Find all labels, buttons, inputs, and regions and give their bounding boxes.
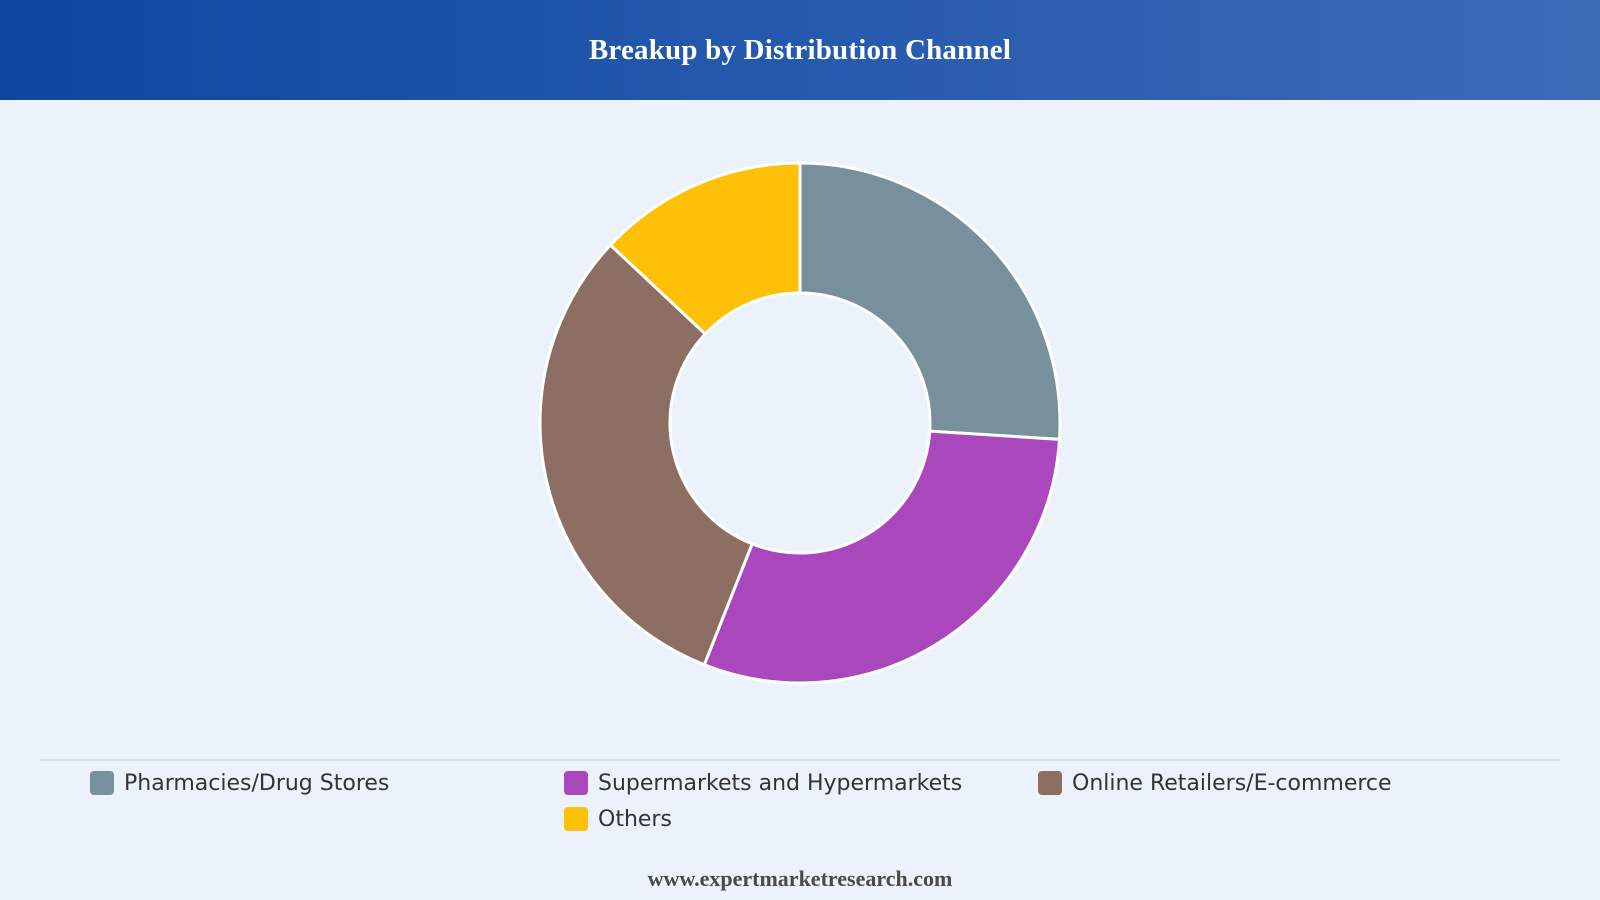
legend-item[interactable]: Others	[564, 806, 1038, 832]
donut-slice-others[interactable]	[608, 161, 802, 337]
legend-divider	[40, 759, 1560, 761]
legend-item[interactable]: Online Retailers/E-commerce	[1038, 770, 1512, 796]
chart-area	[0, 100, 1600, 750]
chart-title: Breakup by Distribution Channel	[588, 33, 1012, 66]
donut-slice-online-retailers-e-commerce[interactable]	[538, 242, 755, 667]
legend-label: Online Retailers/E-commerce	[1072, 770, 1392, 796]
legend-swatch	[90, 771, 114, 795]
donut-slice-pharmacies-drug-stores[interactable]	[798, 161, 1062, 441]
legend-item[interactable]: Pharmacies/Drug Stores	[90, 770, 564, 796]
source-url: www.expertmarketresearch.com	[647, 866, 953, 891]
legend-item[interactable]: Supermarkets and Hypermarkets	[564, 770, 1038, 796]
chart-legend: Pharmacies/Drug Stores Supermarkets and H…	[90, 770, 1550, 832]
legend-label: Others	[598, 806, 672, 832]
legend-swatch	[564, 807, 588, 831]
legend-swatch	[1038, 771, 1062, 795]
legend-swatch	[564, 771, 588, 795]
legend-label: Pharmacies/Drug Stores	[124, 770, 390, 796]
donut-slice-supermarkets-and-hypermarkets[interactable]	[702, 429, 1062, 685]
donut-chart	[538, 161, 1062, 685]
chart-header: Breakup by Distribution Channel	[0, 0, 1600, 100]
legend-label: Supermarkets and Hypermarkets	[598, 770, 963, 796]
